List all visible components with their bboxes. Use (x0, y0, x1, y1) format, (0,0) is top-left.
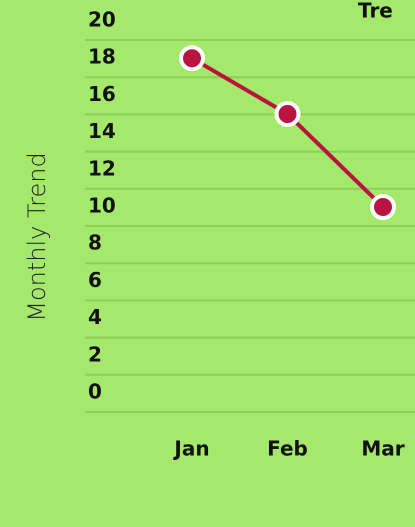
point (274, 101, 301, 127)
y-tick-label: 14 (88, 119, 116, 143)
y-axis-label: Monthly Trend (23, 152, 51, 321)
y-tick-label: 8 (88, 231, 102, 255)
y-tick-label: 16 (88, 82, 116, 106)
x-tick-label: Mar (361, 437, 404, 461)
x-tick-label: Feb (267, 437, 308, 461)
y-tick-label: 2 (88, 342, 102, 366)
chart-title: Tre (358, 0, 393, 23)
y-tick-label: 18 (88, 45, 116, 69)
y-tick-label: 20 (88, 8, 116, 32)
point (179, 45, 205, 72)
x-tick-label: Jan (172, 437, 209, 461)
y-tick-label: 12 (88, 156, 116, 180)
y-tick-label: 4 (88, 305, 102, 329)
y-tick-label: 10 (88, 194, 116, 218)
y-tick-label: 6 (88, 268, 102, 292)
y-tick-label: 0 (88, 380, 102, 404)
point (370, 194, 396, 220)
